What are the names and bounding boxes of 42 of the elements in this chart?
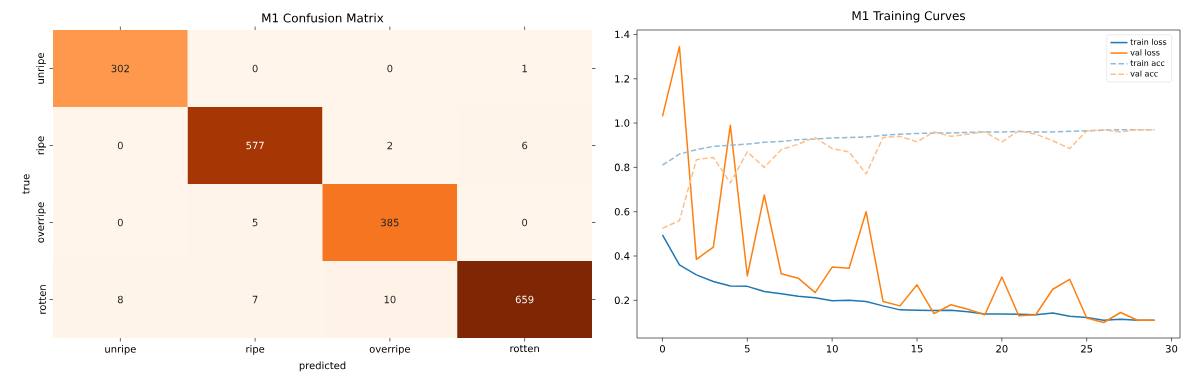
data-label: 0 xyxy=(252,64,258,73)
data-label: 577 xyxy=(246,141,264,150)
x-tick-label: 15 xyxy=(911,345,923,353)
x-tick-label: overripe xyxy=(369,345,411,355)
y-tick-label: ripe xyxy=(36,136,46,155)
x-tick-label: 30 xyxy=(1165,345,1178,353)
data-label: 5 xyxy=(252,218,258,227)
x-tick-label: unripe xyxy=(105,345,136,355)
y-tick-label: 1.2 xyxy=(615,75,629,83)
data-label: 0 xyxy=(117,218,123,227)
data-label: 8 xyxy=(117,295,123,304)
y-axis-title: true xyxy=(22,174,30,194)
data-label: 385 xyxy=(381,218,399,227)
data-label: 6 xyxy=(522,141,528,150)
data-label: 0 xyxy=(387,64,393,73)
x-tick-label: 0 xyxy=(659,345,665,353)
x-axis-title: predicted xyxy=(299,361,346,372)
data-label: 7 xyxy=(252,295,258,304)
data-label: 302 xyxy=(111,64,129,73)
data-label: 0 xyxy=(522,218,528,227)
y-tick-label: 0.4 xyxy=(614,252,630,260)
y-tick-label: 1.0 xyxy=(615,119,630,127)
x-tick-label: 10 xyxy=(826,345,838,353)
y-tick-label: 1.4 xyxy=(615,30,630,39)
y-tick-label: rotten xyxy=(38,285,46,314)
x-tick-label: 20 xyxy=(996,345,1008,353)
data-label: 0 xyxy=(117,141,123,150)
y-tick-label: 0.6 xyxy=(614,207,630,216)
y-tick-label: overripe xyxy=(36,202,46,243)
data-label: 2 xyxy=(387,141,393,150)
y-tick-label: 0.8 xyxy=(614,163,630,172)
chart-title: M1 Confusion Matrix xyxy=(262,13,384,23)
y-tick-label: unripe xyxy=(36,53,46,84)
x-tick-label: rotten xyxy=(510,345,539,353)
y-tick-label: 0.2 xyxy=(614,296,629,305)
x-tick-label: 25 xyxy=(1081,345,1093,353)
x-tick-label: 5 xyxy=(744,345,750,353)
data-label: 10 xyxy=(384,295,396,304)
data-label: 1 xyxy=(522,64,527,73)
x-tick-label: ripe xyxy=(246,345,265,355)
chart-title: M1 Training Curves xyxy=(852,10,966,23)
data-label: 659 xyxy=(515,295,534,304)
